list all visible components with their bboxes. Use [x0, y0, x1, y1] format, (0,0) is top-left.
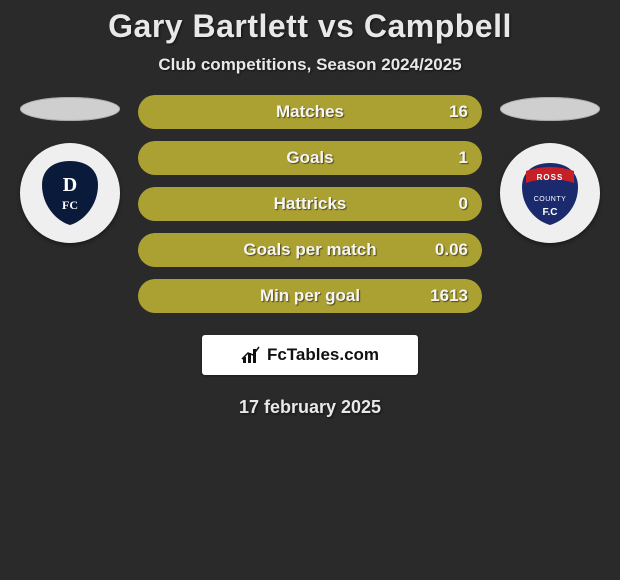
page-title: Gary Bartlett vs Campbell [108, 8, 512, 45]
svg-text:ROSS: ROSS [537, 173, 564, 182]
right-club-crest: ROSS COUNTY F.C [500, 143, 600, 243]
stat-label: Goals per match [243, 240, 376, 260]
svg-text:COUNTY: COUNTY [534, 196, 567, 203]
bar-chart-icon [241, 345, 261, 365]
stat-row: Matches 16 [138, 95, 482, 129]
ross-county-crest-icon: ROSS COUNTY F.C [514, 157, 586, 229]
stat-right-value: 1613 [430, 286, 468, 306]
left-player-ellipse [20, 97, 120, 121]
right-player-ellipse [500, 97, 600, 121]
stat-row: Min per goal 1613 [138, 279, 482, 313]
brand-text: FcTables.com [267, 345, 379, 365]
stat-row: Hattricks 0 [138, 187, 482, 221]
stat-label: Matches [276, 102, 344, 122]
stat-right-value: 0 [459, 194, 468, 214]
dundee-crest-icon: D FC [34, 157, 106, 229]
subtitle: Club competitions, Season 2024/2025 [158, 55, 461, 75]
date-text: 17 february 2025 [239, 397, 381, 418]
brand-badge[interactable]: FcTables.com [202, 335, 418, 375]
svg-text:D: D [63, 174, 77, 196]
stat-label: Min per goal [260, 286, 360, 306]
left-side: D FC [10, 95, 130, 243]
svg-text:FC: FC [62, 198, 78, 212]
stat-right-value: 0.06 [435, 240, 468, 260]
comparison-card: Gary Bartlett vs Campbell Club competiti… [0, 0, 620, 580]
stat-row: Goals 1 [138, 141, 482, 175]
right-side: ROSS COUNTY F.C [490, 95, 610, 243]
stat-label: Hattricks [274, 194, 347, 214]
svg-text:F.C: F.C [543, 207, 558, 218]
stat-right-value: 16 [449, 102, 468, 122]
comparison-arena: D FC Matches 16 Goals 1 Hattricks 0 Goals per … [0, 95, 620, 313]
stat-row: Goals per match 0.06 [138, 233, 482, 267]
left-club-crest: D FC [20, 143, 120, 243]
stat-right-value: 1 [459, 148, 468, 168]
stat-label: Goals [286, 148, 333, 168]
stats-column: Matches 16 Goals 1 Hattricks 0 Goals per match… [138, 95, 482, 313]
